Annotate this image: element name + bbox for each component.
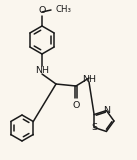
Text: NH: NH: [35, 65, 49, 75]
Text: O: O: [72, 101, 80, 110]
Text: N: N: [103, 106, 110, 115]
Text: CH₃: CH₃: [55, 5, 71, 14]
Text: O: O: [38, 5, 46, 15]
Text: NH: NH: [82, 75, 96, 84]
Text: S: S: [91, 123, 97, 132]
